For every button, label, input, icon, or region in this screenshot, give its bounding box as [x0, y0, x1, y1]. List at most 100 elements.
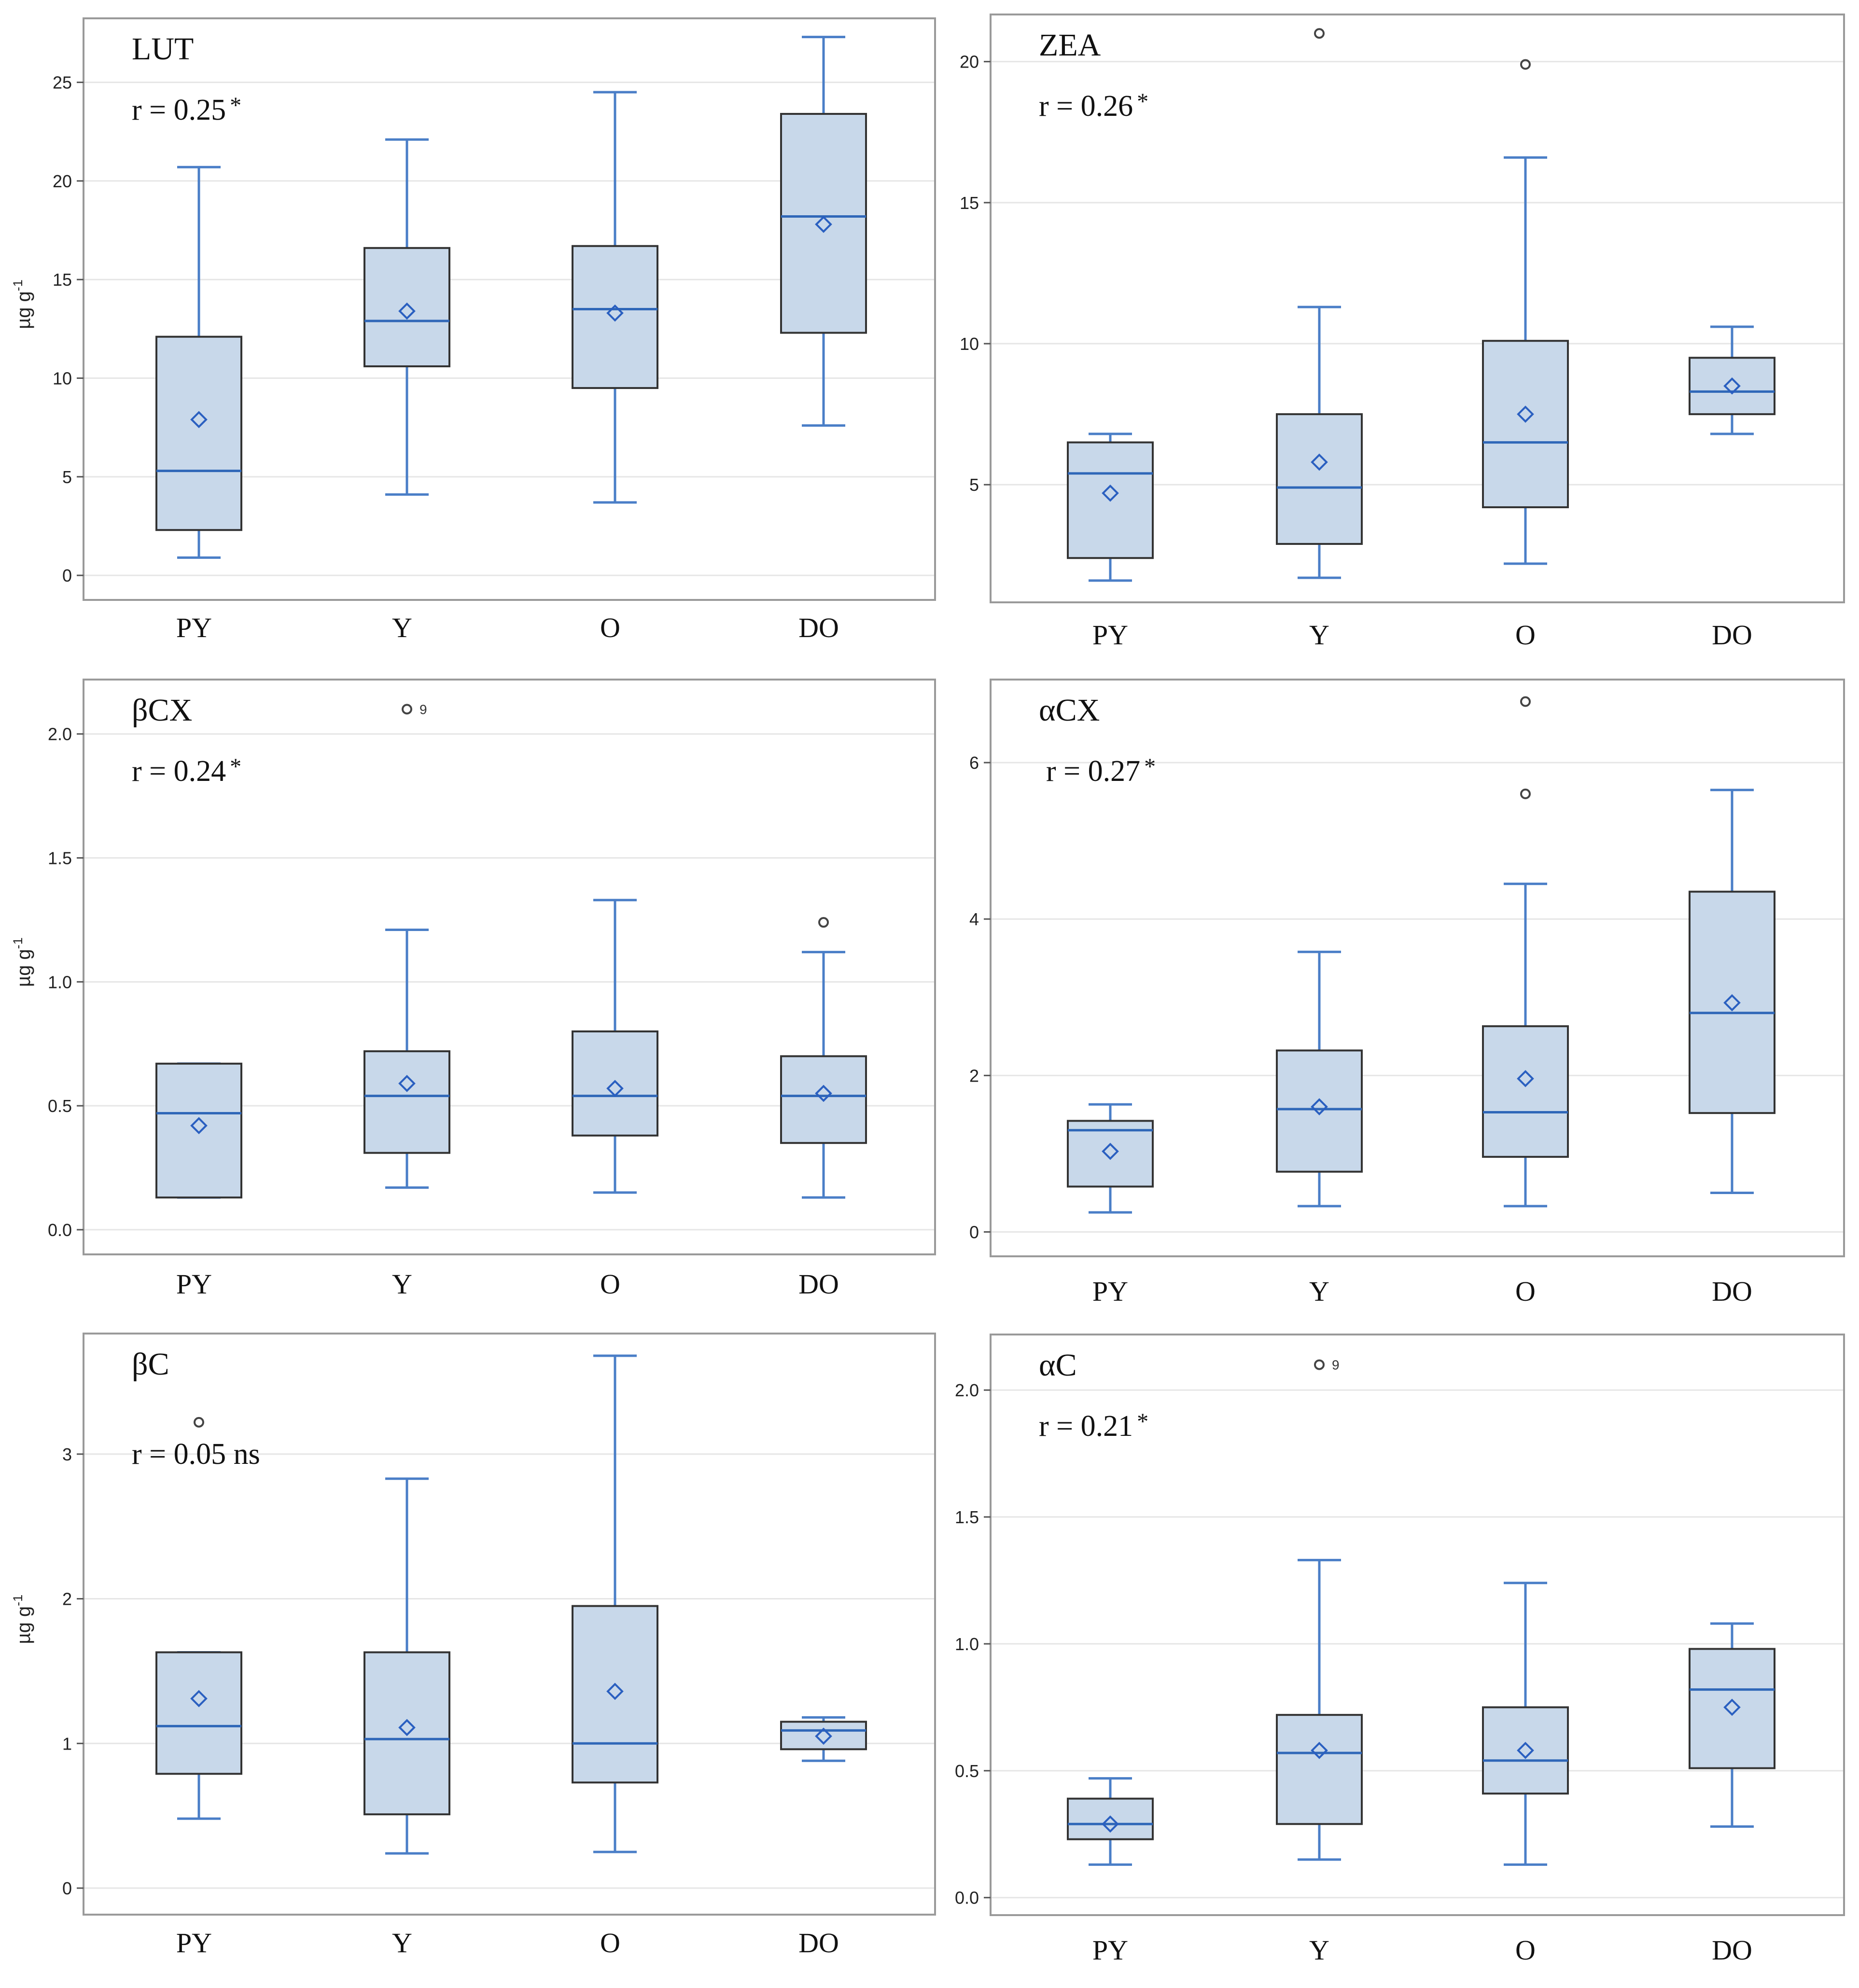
y-tick-label: 1.5: [48, 848, 72, 868]
mean-marker: [1102, 484, 1119, 502]
outlier-point: [1314, 1359, 1325, 1370]
y-axis-label-exponent: -1: [11, 1595, 25, 1606]
mean-marker: [1311, 1098, 1328, 1116]
y-tick-label: 4: [969, 909, 979, 929]
significance-mark: *: [230, 754, 241, 779]
iqr-box: [1482, 1706, 1569, 1795]
y-tick-label: 25: [53, 73, 72, 93]
box-py: [1067, 1103, 1154, 1214]
box-py: [1067, 1777, 1154, 1866]
box-do: [1689, 789, 1775, 1194]
y-axis-label-exponent: -1: [11, 937, 25, 949]
iqr-box: [363, 1651, 450, 1816]
y-tick-label: 15: [53, 270, 72, 290]
significance-mark: *: [1137, 1409, 1148, 1434]
mean-marker: [398, 1719, 416, 1737]
y-tick-label: 0.0: [955, 1888, 979, 1908]
mean-marker: [815, 1727, 832, 1745]
iqr-box: [1482, 1025, 1569, 1158]
x-category-label: PY: [1092, 1276, 1128, 1307]
chart-panel-4: 0 2 4 6 PY Y O DO αCX r = 0.27 *: [969, 679, 1845, 1307]
mean-marker: [815, 215, 832, 233]
y-tick-label: 1.0: [955, 1634, 979, 1654]
outlier-point: [1314, 28, 1325, 39]
box-y: [363, 1477, 450, 1855]
x-category-label: Y: [1309, 1934, 1329, 1966]
y-axis-label: µg g-1: [11, 1595, 34, 1644]
y-tick-label: 10: [53, 369, 72, 389]
y-tick-label: 5: [969, 475, 979, 495]
mean-marker: [1517, 405, 1534, 423]
iqr-box: [1276, 1049, 1363, 1173]
outlier-point: [1520, 59, 1531, 70]
iqr-box: [780, 112, 867, 334]
x-category-label: PY: [1092, 619, 1128, 651]
x-category-label: PY: [176, 1268, 212, 1300]
y-tick-label: 6: [969, 753, 979, 773]
mean-marker: [1723, 1698, 1741, 1716]
correlation-annotation: r = 0.26 *: [1039, 89, 1148, 123]
outlier-label: 9: [1332, 1358, 1340, 1373]
chart-panel-5: 0 1 2 3 µg g-1 PY Y O DO βC r = 0.05 ns: [11, 1333, 936, 1959]
outlier-point: [194, 1417, 204, 1428]
x-category-label: PY: [1092, 1934, 1128, 1966]
x-category-label: Y: [392, 1927, 412, 1959]
mean-marker: [190, 1117, 208, 1135]
box-y: [1276, 950, 1363, 1208]
mean-marker: [1102, 1142, 1119, 1160]
chart-panel-6: 0.0 0.5 1.0 1.5 2.0 9 PY Y O DO αC r = 0.21 *: [955, 1334, 1845, 1966]
mean-marker: [1723, 377, 1741, 395]
outlier-point: [818, 917, 829, 928]
plot-frame: [83, 679, 936, 1255]
y-tick-label: 15: [960, 193, 979, 213]
mean-marker: [1723, 994, 1741, 1012]
y-tick-label: 0: [62, 1878, 72, 1898]
iqr-box: [363, 247, 450, 367]
outlier-point: [1520, 788, 1531, 799]
iqr-box: [1689, 357, 1775, 416]
y-tick-label: 2.0: [48, 724, 72, 744]
iqr-box: [1689, 1648, 1775, 1769]
x-category-label: O: [600, 612, 620, 643]
x-category-label: DO: [798, 612, 839, 643]
y-tick-label: 1.0: [48, 972, 72, 992]
box-o: [1482, 696, 1569, 1208]
x-category-label: PY: [176, 1927, 212, 1959]
mean-marker: [1517, 1070, 1534, 1087]
correlation-annotation: r = 0.21 *: [1039, 1409, 1148, 1443]
chart-panel-3: 0.0 0.5 1.0 1.5 2.0 µg g-1 9 PY Y O DO βCX r = 0.24 *: [11, 679, 936, 1300]
y-tick-label: 2: [969, 1066, 979, 1085]
iqr-box: [155, 1062, 242, 1199]
y-tick-label: 0.0: [48, 1220, 72, 1240]
mean-marker: [606, 1080, 624, 1097]
chart-panel-1: 0 5 10 15 20 25 µg g-1 PY Y O DO LUT r = 0.25 *: [11, 17, 936, 643]
plot-frame: [990, 1334, 1845, 1916]
iqr-box: [155, 1651, 242, 1775]
box-do: [780, 36, 867, 427]
y-tick-label: 3: [62, 1445, 72, 1464]
mean-marker: [398, 302, 416, 320]
x-category-label: PY: [176, 612, 212, 643]
y-axis-label: µg g-1: [11, 279, 34, 329]
plot-frame: [83, 17, 936, 601]
outlier-point: [1520, 696, 1531, 707]
x-category-label: O: [1515, 1934, 1536, 1966]
panel-title: βC: [132, 1347, 169, 1382]
iqr-box: [155, 335, 242, 531]
panel-title: ZEA: [1039, 28, 1101, 63]
x-category-label: O: [1515, 1276, 1536, 1307]
significance-mark: *: [1144, 754, 1156, 779]
iqr-box: [1067, 1120, 1154, 1188]
correlation-annotation: r = 0.25 *: [132, 93, 241, 126]
x-category-label: O: [1515, 619, 1536, 651]
box-y: [1276, 28, 1363, 579]
x-category-label: O: [600, 1927, 620, 1959]
box-o: [572, 1354, 658, 1853]
y-tick-label: 1: [62, 1734, 72, 1753]
box-py: [155, 166, 242, 559]
x-category-label: Y: [1309, 619, 1329, 651]
mean-marker: [1102, 1815, 1119, 1833]
x-category-label: Y: [392, 1268, 412, 1300]
y-tick-label: 0: [969, 1222, 979, 1242]
